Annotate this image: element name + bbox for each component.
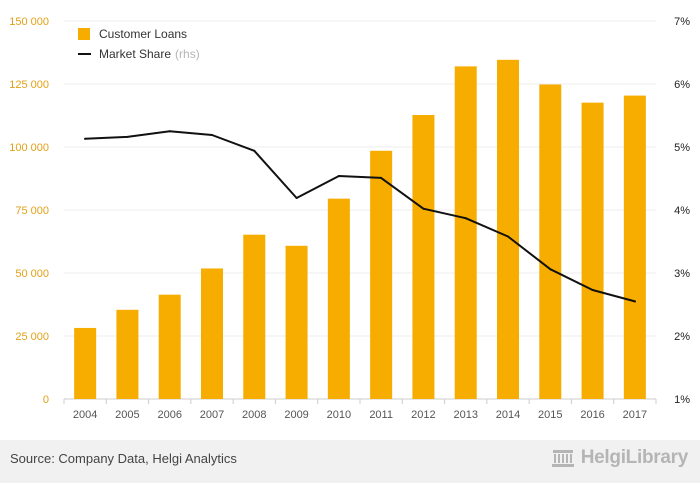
source-text: Source: Company Data, Helgi Analytics [10,451,237,466]
brand-logo[interactable]: HelgiLibrary [550,447,688,469]
bar-customer-loans [243,234,266,399]
x-tick-label: 2012 [411,409,435,421]
x-tick-label: 2017 [623,409,647,421]
point-market-share [464,217,467,220]
point-market-share [337,174,340,177]
left-tick-label: 0 [43,394,49,406]
x-tick-label: 2013 [453,409,477,421]
x-tick-label: 2008 [242,409,266,421]
x-tick-label: 2014 [496,409,520,421]
point-market-share [84,137,87,140]
right-tick-label: 2% [674,331,690,343]
footer: Source: Company Data, Helgi Analytics He… [0,440,700,483]
legend-swatch-customer-loans [78,28,90,40]
point-market-share [507,235,509,238]
point-market-share [422,207,425,210]
bar-customer-loans [581,102,604,399]
library-building-icon [551,450,574,467]
left-tick-label: 125 000 [9,79,49,91]
point-market-share [591,289,594,292]
bar-customer-loans [285,245,308,399]
point-market-share [380,176,383,179]
x-tick-label: 2015 [538,409,562,421]
x-tick-label: 2011 [369,409,393,421]
right-tick-label: 7% [674,16,690,28]
point-market-share [549,268,552,271]
left-tick-label: 75 000 [15,205,49,217]
combo-chart: 0 25 000 50 000 75 000 100 000 125 000 150 000… [9,16,690,421]
bar-customer-loans [74,327,97,399]
left-tick-label: 25 000 [15,331,49,343]
right-tick-label: 3% [674,268,690,280]
point-market-share [295,197,298,200]
bar-customer-loans [412,114,435,399]
x-tick-label: 2007 [200,409,224,421]
right-tick-label: 4% [674,205,690,217]
left-tick-label: 150 000 [9,16,49,28]
bar-customer-loans [497,59,519,400]
bar-customer-loans [454,66,477,400]
x-tick-label: 2005 [115,409,139,421]
point-market-share [126,135,129,138]
bar-customer-loans [116,309,139,399]
left-tick-label: 100 000 [9,142,49,154]
point-market-share [253,149,256,152]
legend-label-customer-loans: Customer Loans [99,27,188,41]
legend-swatch-market-share [78,53,91,55]
right-tick-label: 6% [674,79,690,91]
x-tick-label: 2004 [73,409,97,421]
legend: Customer Loans Market Share (rhs) [78,24,200,64]
bar-customer-loans [201,268,223,399]
bar-customer-loans [158,294,181,399]
legend-rhs-note: (rhs) [175,47,200,61]
bar-customer-loans [623,95,646,399]
point-market-share [168,130,171,133]
bar-customer-loans [327,198,350,399]
line-market-share [84,130,636,303]
x-tick-label: 2009 [284,409,308,421]
bar-customer-loans [539,84,562,399]
bar-customer-loans [370,150,393,399]
x-tick-label: 2006 [157,409,181,421]
legend-item-market-share[interactable]: Market Share (rhs) [78,44,200,64]
chart-area: 0 25 000 50 000 75 000 100 000 125 000 150 000… [9,16,690,421]
legend-item-customer-loans[interactable]: Customer Loans [78,24,200,44]
x-tick-label: 2016 [580,409,604,421]
x-tick-label: 2010 [327,409,351,421]
point-market-share [633,300,636,303]
left-tick-label: 50 000 [15,268,49,280]
brand-name: HelgiLibrary [580,447,689,468]
point-market-share [211,134,213,137]
right-tick-label: 1% [674,394,690,406]
legend-label-market-share: Market Share [99,47,172,61]
right-tick-label: 5% [674,142,690,154]
